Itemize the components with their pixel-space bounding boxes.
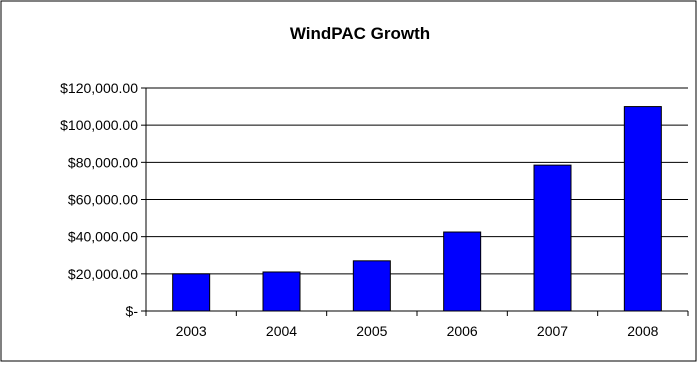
y-tick-label: $20,000.00	[68, 266, 138, 282]
bars	[172, 106, 662, 312]
bar-2004	[262, 271, 301, 312]
y-tick-label: $60,000.00	[68, 192, 138, 208]
x-tick-label: 2007	[537, 323, 568, 339]
y-tick-label: $40,000.00	[68, 229, 138, 245]
x-tick-label: 2008	[627, 323, 658, 339]
bar-2006	[443, 231, 482, 312]
x-tick-label: 2004	[266, 323, 297, 339]
bar-2003	[172, 273, 211, 312]
bar-2005	[352, 260, 391, 312]
y-tick-label: $80,000.00	[68, 154, 138, 170]
chart-title: WindPAC Growth	[290, 24, 430, 43]
y-tick-label: $120,000.00	[60, 80, 138, 96]
y-tick-label: $100,000.00	[60, 117, 138, 133]
y-tick-label: $-	[126, 303, 139, 319]
bar-2007	[533, 164, 572, 312]
bar-2008	[623, 106, 662, 312]
x-tick-label: 2006	[447, 323, 478, 339]
x-tick-label: 2005	[356, 323, 387, 339]
gridlines	[146, 87, 688, 275]
x-tick-labels: 2003 2004 2005 2006 2007 2008	[176, 323, 659, 339]
axes	[141, 87, 689, 316]
y-tick-labels: $- $20,000.00 $40,000.00 $60,000.00 $80,000.…	[60, 80, 138, 319]
x-tick-label: 2003	[176, 323, 207, 339]
